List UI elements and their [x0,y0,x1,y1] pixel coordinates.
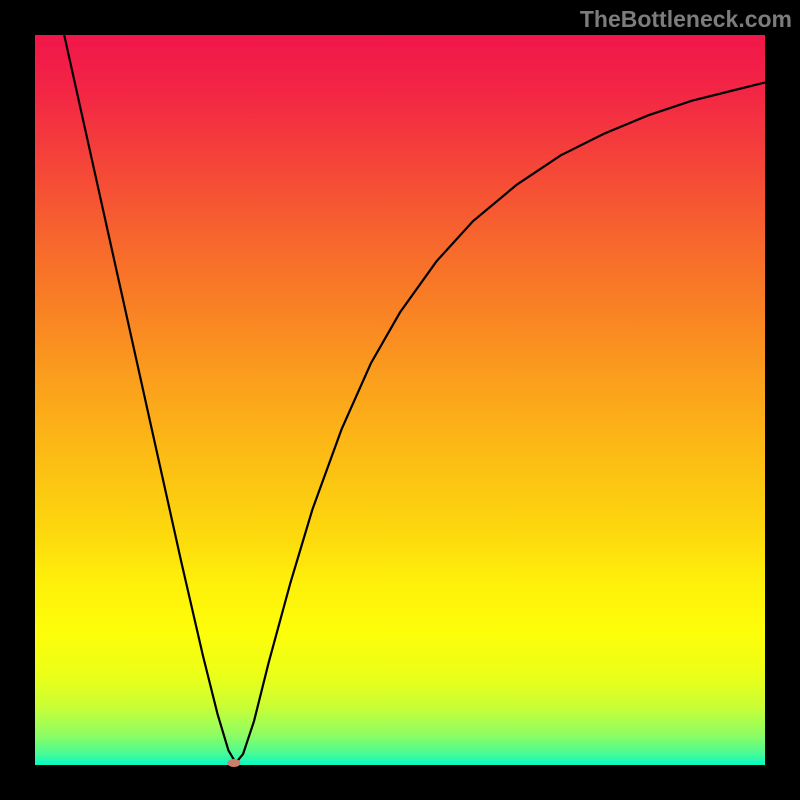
minimum-marker [228,759,241,767]
bottleneck-curve [64,35,765,763]
curve-layer [35,35,765,765]
plot-area [35,35,765,765]
chart-frame: TheBottleneck.com [0,0,800,800]
watermark-text: TheBottleneck.com [580,6,792,33]
